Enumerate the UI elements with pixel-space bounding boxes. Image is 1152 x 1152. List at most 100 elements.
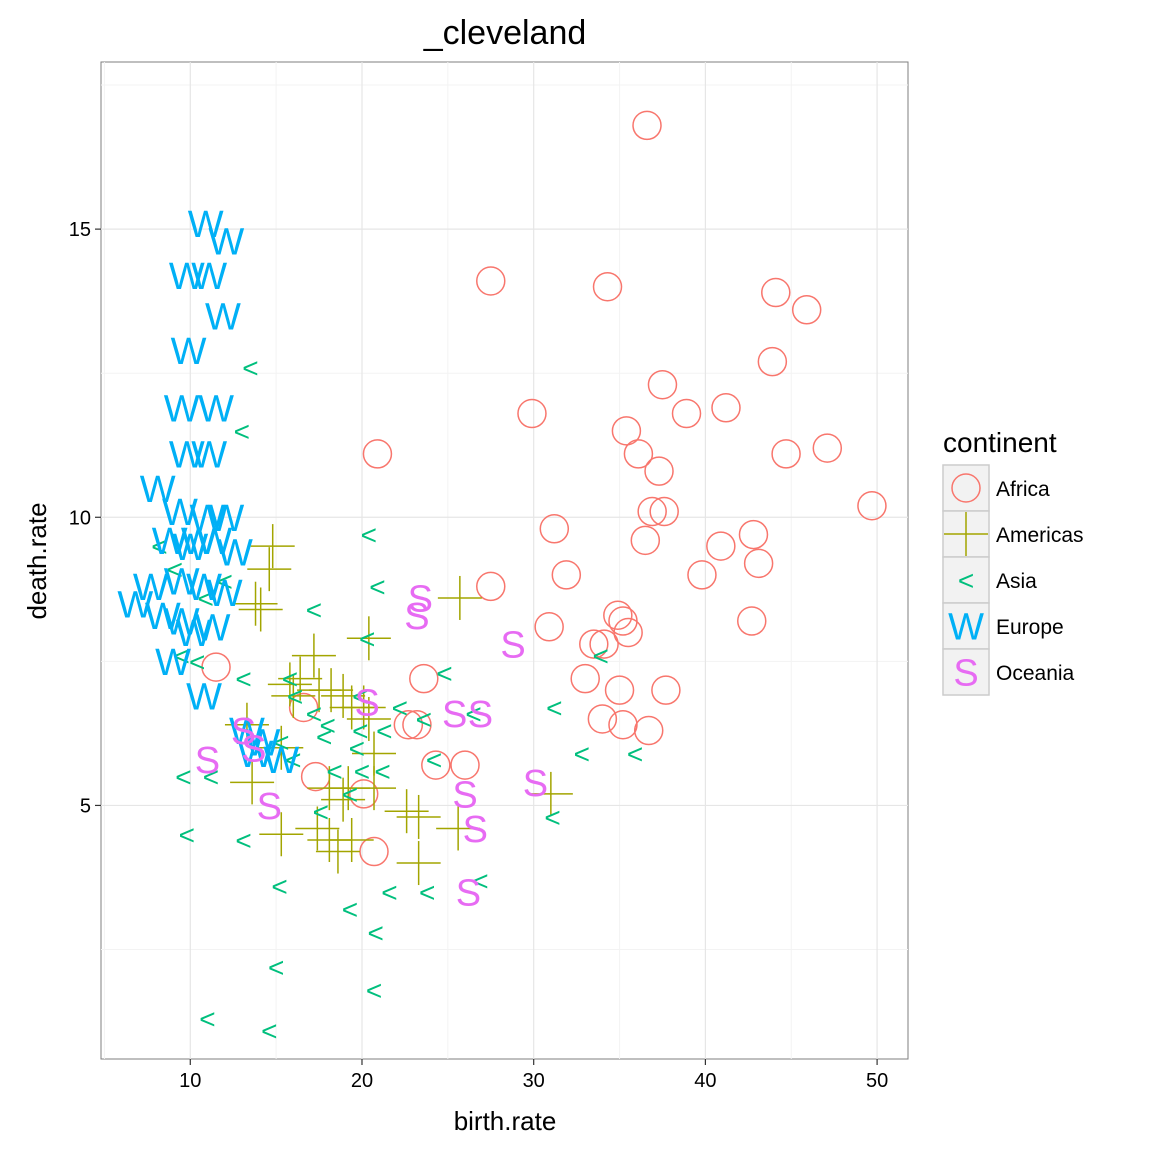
data-point: < xyxy=(313,796,329,827)
legend-marker: S xyxy=(953,653,978,695)
data-point: < xyxy=(174,641,190,672)
y-tick-label: 10 xyxy=(69,507,91,529)
data-point xyxy=(791,295,822,325)
data-point: < xyxy=(342,779,358,810)
data-point: < xyxy=(167,554,183,585)
data-point xyxy=(362,439,393,469)
data-point: W xyxy=(191,256,227,298)
data-point: S xyxy=(241,728,266,770)
data-point: W xyxy=(171,331,207,373)
data-point: < xyxy=(419,877,435,908)
data-point: W xyxy=(207,573,243,615)
data-point: < xyxy=(436,658,452,689)
data-point: S xyxy=(354,682,379,724)
data-point xyxy=(611,416,642,446)
data-points: <<<<< < << <<< < <<< << < << < << < < << <<< < < << <<< <<<… xyxy=(117,110,887,1046)
data-point xyxy=(528,771,573,816)
data-point xyxy=(623,439,654,469)
data-point: < xyxy=(199,1004,215,1035)
data-point xyxy=(570,663,600,694)
data-point: < xyxy=(342,894,358,925)
data-point xyxy=(738,519,769,550)
data-point: S xyxy=(408,579,433,621)
data-point: < xyxy=(261,1015,277,1046)
data-point: < xyxy=(271,871,287,902)
data-point: W xyxy=(244,723,280,765)
plot-panel xyxy=(100,61,909,1060)
data-point: < xyxy=(465,698,481,729)
data-point xyxy=(579,629,609,659)
data-point: < xyxy=(306,698,322,729)
data-point: < xyxy=(592,641,608,672)
data-point: < xyxy=(359,623,375,654)
data-point xyxy=(551,560,582,590)
data-point: W xyxy=(190,498,226,540)
data-point xyxy=(589,629,619,659)
data-point xyxy=(608,709,638,740)
x-tick-label: 20 xyxy=(351,1070,373,1092)
data-point: W xyxy=(181,521,217,563)
data-point xyxy=(321,673,366,718)
data-point xyxy=(649,496,679,527)
legend-item-europe: W Europe xyxy=(942,602,1064,650)
data-point: < xyxy=(151,531,167,562)
data-point: < xyxy=(426,744,442,775)
data-point xyxy=(450,750,480,780)
grid-lines xyxy=(101,62,908,1059)
data-point: < xyxy=(416,704,432,735)
data-point xyxy=(346,696,391,741)
data-point: W xyxy=(169,435,205,477)
x-axis-title: birth.rate xyxy=(454,1106,557,1136)
data-point: W xyxy=(152,521,188,563)
series-africa xyxy=(201,110,887,867)
data-point xyxy=(259,725,304,770)
data-point: < xyxy=(235,664,251,695)
data-point: W xyxy=(198,388,234,430)
data-point: < xyxy=(354,756,370,787)
data-point xyxy=(706,531,736,561)
data-point xyxy=(271,673,316,718)
data-point xyxy=(409,663,439,694)
data-point xyxy=(250,524,295,569)
legend-label: Americas xyxy=(996,524,1084,547)
data-point: < xyxy=(544,802,560,833)
data-point: < xyxy=(368,917,384,948)
data-point: W xyxy=(238,734,274,776)
data-point xyxy=(476,266,506,296)
legend-label: Europe xyxy=(996,616,1064,639)
data-point xyxy=(288,692,319,723)
data-point xyxy=(396,794,441,839)
data-point: W xyxy=(195,607,231,649)
data-point xyxy=(201,652,231,682)
data-point xyxy=(230,760,275,805)
data-point xyxy=(812,433,843,463)
legend-title: continent xyxy=(943,427,1057,458)
data-point: < xyxy=(574,739,590,770)
data-point xyxy=(233,581,278,626)
data-point xyxy=(630,525,661,556)
data-point: < xyxy=(179,819,195,850)
data-point xyxy=(393,709,424,740)
data-point: W xyxy=(164,388,200,430)
data-point: W xyxy=(263,740,299,782)
data-point: < xyxy=(472,865,488,896)
data-point xyxy=(644,456,674,486)
data-point xyxy=(534,612,564,642)
legend-item-americas: Americas xyxy=(942,510,1084,558)
data-point: < xyxy=(361,520,377,551)
data-point: < xyxy=(376,716,392,747)
data-point xyxy=(603,600,633,630)
legend-marker xyxy=(944,512,988,556)
data-point: W xyxy=(229,711,265,753)
data-point: S xyxy=(452,775,477,817)
legend: continent Africa Americas < Asia W Europe S Oce… xyxy=(942,427,1084,696)
data-point xyxy=(259,812,304,857)
data-point xyxy=(224,702,269,747)
axes: 10 20 30 40 50 5 10 15 xyxy=(69,219,888,1092)
data-point: < xyxy=(369,572,385,603)
data-point xyxy=(267,662,312,707)
data-point: W xyxy=(186,567,222,609)
data-point: S xyxy=(404,596,429,638)
legend-label: Oceania xyxy=(996,662,1075,685)
data-point: < xyxy=(175,762,191,793)
